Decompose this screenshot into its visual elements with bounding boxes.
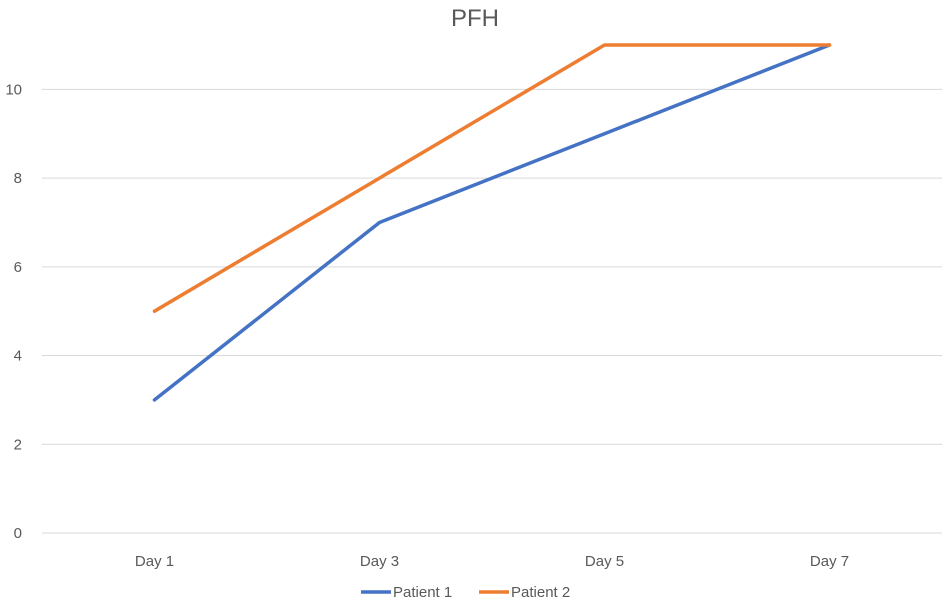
y-tick-label: 4	[14, 348, 22, 365]
x-tick-label: Day 1	[135, 553, 174, 570]
legend-label: Patient 1	[393, 584, 452, 601]
x-tick-label: Day 5	[585, 553, 624, 570]
series-line-2	[152, 43, 832, 313]
x-tick-label: Day 3	[360, 553, 399, 570]
legend: Patient 1 Patient 2	[361, 584, 570, 601]
chart-title: PFH	[451, 5, 499, 32]
y-tick-label: 2	[14, 436, 22, 453]
y-axis-tick-labels: 0 2 4 6 8 10	[5, 81, 22, 542]
x-tick-label: Day 7	[810, 553, 849, 570]
gridlines	[42, 88, 942, 534]
y-tick-label: 8	[14, 170, 22, 187]
series-line-1	[152, 43, 832, 402]
legend-label: Patient 2	[511, 584, 570, 601]
y-tick-label: 10	[5, 81, 22, 98]
y-tick-label: 6	[14, 259, 22, 276]
series-lines	[152, 43, 832, 402]
y-tick-label: 0	[14, 525, 22, 542]
x-axis-tick-labels: Day 1 Day 3 Day 5 Day 7	[135, 553, 849, 570]
